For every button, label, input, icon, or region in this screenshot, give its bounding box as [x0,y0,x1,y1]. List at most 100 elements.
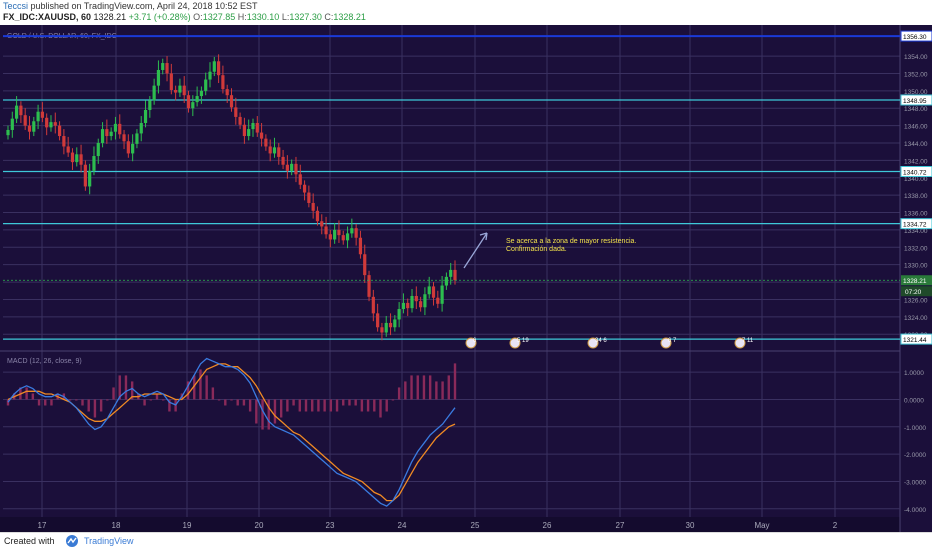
candle-body [333,229,337,240]
candle-body [225,89,229,96]
tradingview-logo-icon[interactable] [64,534,80,548]
candle-body [186,95,191,109]
level-tag [900,94,932,106]
candle-body [268,146,272,154]
author-link[interactable]: Teccsi [3,1,29,11]
macd-histogram-bar [162,399,165,401]
price-chart[interactable]: 17181920232425262730May21718192023242526… [0,25,932,532]
macd-histogram-bar [87,399,90,412]
candle-body [66,146,70,153]
candle-body [100,129,105,143]
event-flag-icon [660,337,672,349]
y-tick-label: 1340.00 [904,176,928,183]
x-tick-label: 20 [255,521,264,530]
y-tick-label: 1332.00 [904,245,928,252]
candle-body [290,163,294,171]
macd-histogram-bar [93,399,97,418]
candle-body [376,313,380,328]
event-count: 5 19 [517,338,529,344]
y-tick-label: 1334.00 [904,228,928,235]
x-tick-label: 25 [471,521,480,530]
candle-body [19,105,23,116]
candle-body [45,117,49,128]
macd-tick-label: -1.0000 [904,425,926,432]
candle-body [62,136,66,147]
candle-body [23,115,27,126]
candle-body [14,105,19,119]
macd-tick-label: 1.0000 [904,370,924,377]
time-axis-band [0,517,900,532]
candle-body [49,122,53,128]
candle-body [88,170,92,187]
candle-body [238,116,242,125]
candle-body [27,125,32,132]
annotation-text-2: Confirmación dada. [506,246,567,253]
event-count: 6 [473,338,477,344]
level-label: 1356.30 [903,34,927,41]
y-tick-label: 1352.00 [904,71,928,78]
close-label: C: [324,12,334,22]
candle-body [247,129,251,137]
macd-tick-label: -3.0000 [904,479,926,486]
candle-body [10,118,14,130]
candle-body [195,96,199,103]
close-value: 1328.21 [333,12,366,22]
candle-body [251,123,255,130]
candle-body [32,121,36,132]
macd-histogram-bar [217,399,221,401]
candle-body [277,147,281,157]
candle-body [367,275,371,297]
macd-histogram-bar [416,375,419,400]
macd-histogram-bar [242,399,246,406]
event-flag-icon [509,337,521,349]
y-tick-label: 1336.00 [904,211,928,218]
macd-histogram-bar [342,399,345,406]
annotation-text-1: Se acerca a la zona de mayor resistencia… [506,238,636,245]
candle-body [139,123,143,134]
macd-histogram-bar [106,399,109,401]
level-label: 1321.44 [903,337,927,344]
macd-histogram-bar [37,399,41,406]
macd-tick-label: 0.0000 [904,397,924,404]
macd-histogram-bar [397,387,401,400]
candle-body [298,174,302,185]
candle-body [380,327,384,333]
level-label: 1334.72 [903,222,927,229]
event-count: 7 11 [742,338,754,344]
candle-body [234,107,238,117]
macd-histogram-bar [422,375,426,400]
candle-body [182,85,186,96]
y-tick-label: 1344.00 [904,141,928,148]
candle-body [122,134,126,142]
event-flag-icon [734,337,746,349]
macd-tick-label: -2.0000 [904,452,926,459]
macd-histogram-bar [317,399,320,412]
candle-body [358,237,363,255]
macd-histogram-bar [236,399,239,406]
macd-histogram-bar [143,399,146,406]
macd-histogram-bar [205,375,208,400]
current-price-tag [901,275,932,286]
low-label: L: [281,12,290,22]
candle-body [191,102,195,109]
candle-body [161,63,165,70]
y-tick-label: 1326.00 [904,297,928,304]
y-tick-label: 1324.00 [904,315,928,322]
macd-histogram-bar [186,381,190,400]
x-tick-label: 19 [183,521,192,530]
candle-body [272,147,277,154]
candle-body [264,138,268,147]
candle-body [199,90,204,97]
macd-histogram-bar [311,399,314,412]
candle-body [444,276,449,286]
level-tag [900,30,932,42]
candle-body [36,111,40,122]
macd-histogram-bar [373,399,376,412]
macd-histogram-bar [68,399,72,401]
candle-body [79,154,83,165]
candle-body [341,235,345,241]
macd-histogram-bar [99,399,103,412]
y-tick-label: 1342.00 [904,158,928,165]
candle-body [345,233,350,241]
tradingview-link[interactable]: TradingView [84,536,134,546]
